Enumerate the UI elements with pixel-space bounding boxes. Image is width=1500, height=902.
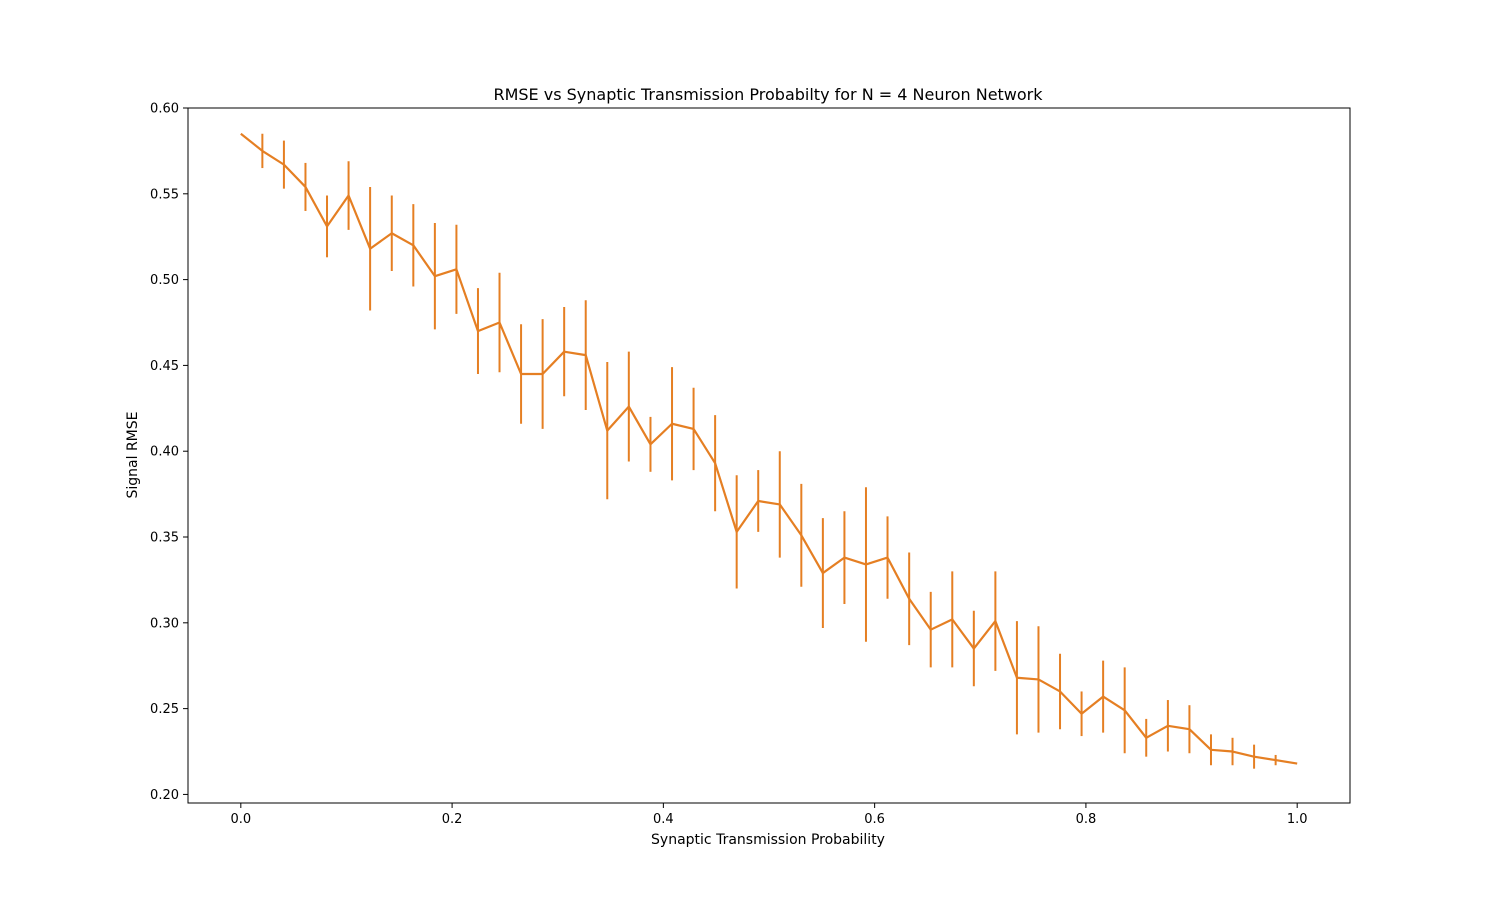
x-tick-label: 0.4: [653, 812, 674, 827]
y-tick-label: 0.55: [150, 187, 179, 202]
plot-frame: [187, 107, 1351, 804]
x-tick-label: 0.0: [230, 812, 251, 827]
y-tick-label: 0.60: [150, 102, 179, 117]
y-axis: 0.20 0.25 0.30 0.35 0.40 0.45 0.50 0.55 0.60: [150, 102, 188, 803]
rmse-line: [240, 132, 1298, 765]
y-tick-label: 0.50: [150, 273, 179, 288]
y-axis-label: Signal RMSE: [125, 412, 141, 499]
x-axis: 0.0 0.2 0.4 0.6 0.8 1.0: [230, 803, 1308, 827]
x-tick-label: 0.8: [1076, 812, 1097, 827]
chart-title: RMSE vs Synaptic Transmission Probabilty…: [493, 85, 1043, 104]
x-tick-label: 1.0: [1287, 812, 1308, 827]
y-tick-label: 0.30: [150, 616, 179, 631]
x-axis-label: Synaptic Transmission Probability: [651, 832, 885, 848]
plot-area: [240, 132, 1298, 769]
y-tick-label: 0.45: [150, 359, 179, 374]
y-tick-label: 0.40: [150, 445, 179, 460]
y-tick-label: 0.25: [150, 702, 179, 717]
x-tick-label: 0.6: [864, 812, 885, 827]
y-tick-label: 0.35: [150, 531, 179, 546]
y-tick-label: 0.20: [150, 788, 179, 803]
x-tick-label: 0.2: [442, 812, 463, 827]
